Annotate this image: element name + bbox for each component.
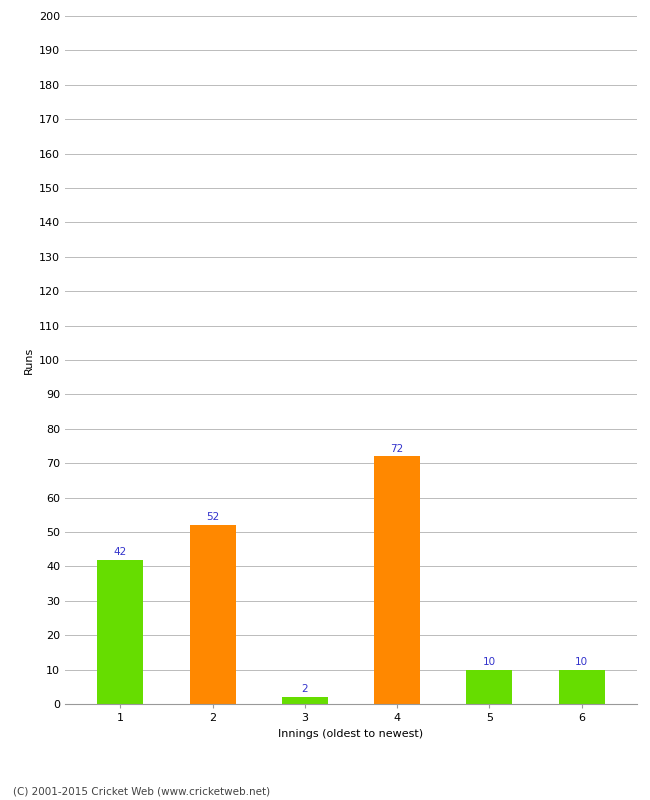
Bar (282, 697, 328, 704)
Text: 42: 42 (114, 546, 127, 557)
Bar (466, 670, 512, 704)
Text: 10: 10 (483, 657, 496, 667)
Bar (98, 559, 144, 704)
Text: 52: 52 (206, 512, 219, 522)
Text: 72: 72 (391, 443, 404, 454)
Text: (C) 2001-2015 Cricket Web (www.cricketweb.net): (C) 2001-2015 Cricket Web (www.cricketwe… (13, 786, 270, 796)
Bar (190, 525, 236, 704)
Y-axis label: Runs: Runs (23, 346, 33, 374)
Bar (558, 670, 605, 704)
Bar (374, 456, 420, 704)
Text: 10: 10 (575, 657, 588, 667)
Text: 2: 2 (302, 684, 308, 694)
X-axis label: Innings (oldest to newest): Innings (oldest to newest) (278, 729, 424, 738)
